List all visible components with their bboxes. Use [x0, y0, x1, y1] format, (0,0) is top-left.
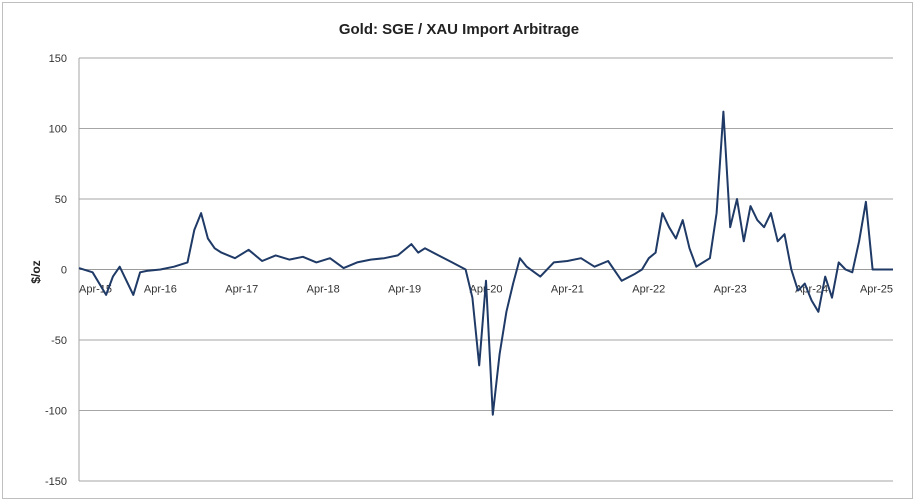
- y-tick-label-5: -100: [45, 406, 67, 418]
- y-axis-label: $/oz: [29, 260, 43, 283]
- y-tick-labels: 150 100 50 0 -50 -100 -150: [45, 53, 67, 488]
- x-tick-label-10: Apr-25: [860, 284, 893, 296]
- gridlines: [78, 57, 893, 482]
- x-tick-label-1: Apr-16: [144, 284, 177, 296]
- x-tick-label-8: Apr-23: [714, 284, 747, 296]
- y-tick-label-2: 50: [55, 194, 67, 206]
- y-tick-label-3: 0: [61, 265, 67, 277]
- y-tick-label-6: -150: [45, 476, 67, 488]
- chart-title: Gold: SGE / XAU Import Arbitrage: [339, 21, 579, 38]
- y-tick-label-0: 150: [49, 53, 67, 65]
- y-tick-label-1: 100: [49, 124, 67, 136]
- x-tick-label-3: Apr-18: [307, 284, 340, 296]
- y-tick-label-4: -50: [51, 335, 67, 347]
- series-line: [78, 110, 893, 416]
- x-tick-label-2: Apr-17: [225, 284, 258, 296]
- x-tick-label-4: Apr-19: [388, 284, 421, 296]
- x-tick-label-6: Apr-21: [551, 284, 584, 296]
- x-tick-label-7: Apr-22: [632, 284, 665, 296]
